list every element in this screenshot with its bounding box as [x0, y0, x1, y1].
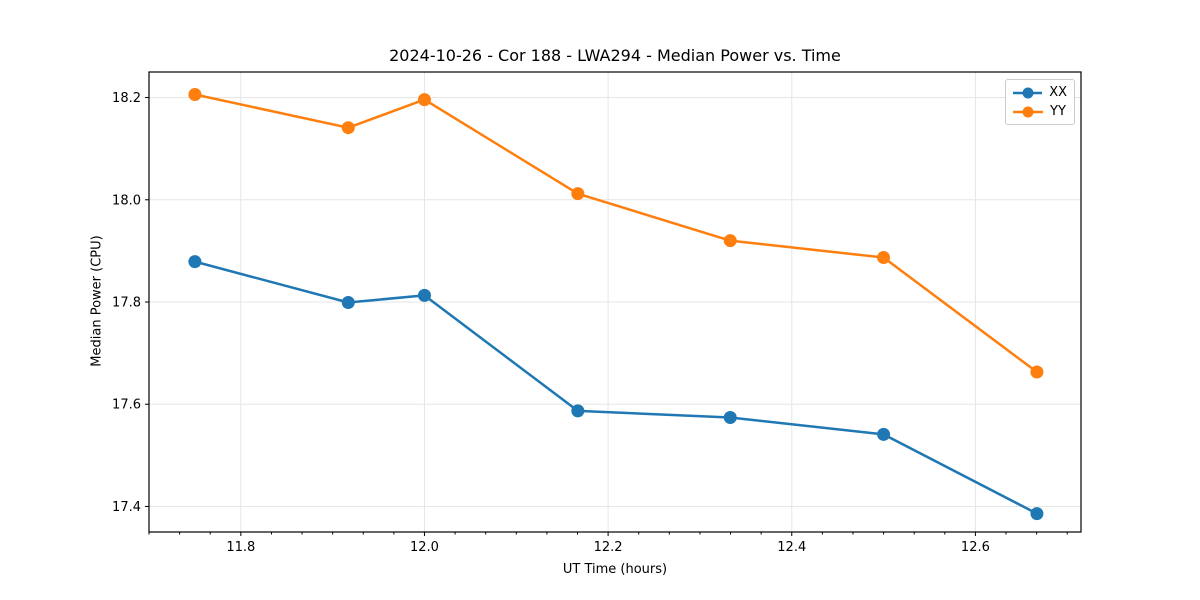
x-axis-label: UT Time (hours)	[562, 562, 668, 577]
chart-title: 2024-10-26 - Cor 188 - LWA294 - Median P…	[389, 46, 841, 65]
svg-text:12.0: 12.0	[410, 540, 439, 555]
legend-label-xx: XX	[1049, 85, 1067, 100]
svg-text:12.2: 12.2	[594, 540, 623, 555]
svg-text:11.8: 11.8	[226, 540, 255, 555]
svg-text:18.2: 18.2	[112, 91, 141, 106]
legend-label-yy: YY	[1050, 104, 1066, 119]
y-axis-label: Median Power (CPU)	[89, 235, 105, 367]
legend: XX YY	[1005, 79, 1075, 125]
legend-line-marker-yy-icon	[1013, 106, 1043, 117]
legend-entry-yy: YY	[1013, 105, 1067, 119]
svg-text:12.6: 12.6	[961, 540, 990, 555]
svg-text:17.4: 17.4	[112, 500, 141, 515]
legend-line-marker-xx-icon	[1013, 87, 1043, 98]
svg-text:12.4: 12.4	[777, 540, 806, 555]
svg-text:17.8: 17.8	[112, 296, 141, 311]
svg-text:17.6: 17.6	[112, 398, 141, 413]
svg-text:18.0: 18.0	[112, 193, 141, 208]
legend-entry-xx: XX	[1013, 86, 1067, 100]
